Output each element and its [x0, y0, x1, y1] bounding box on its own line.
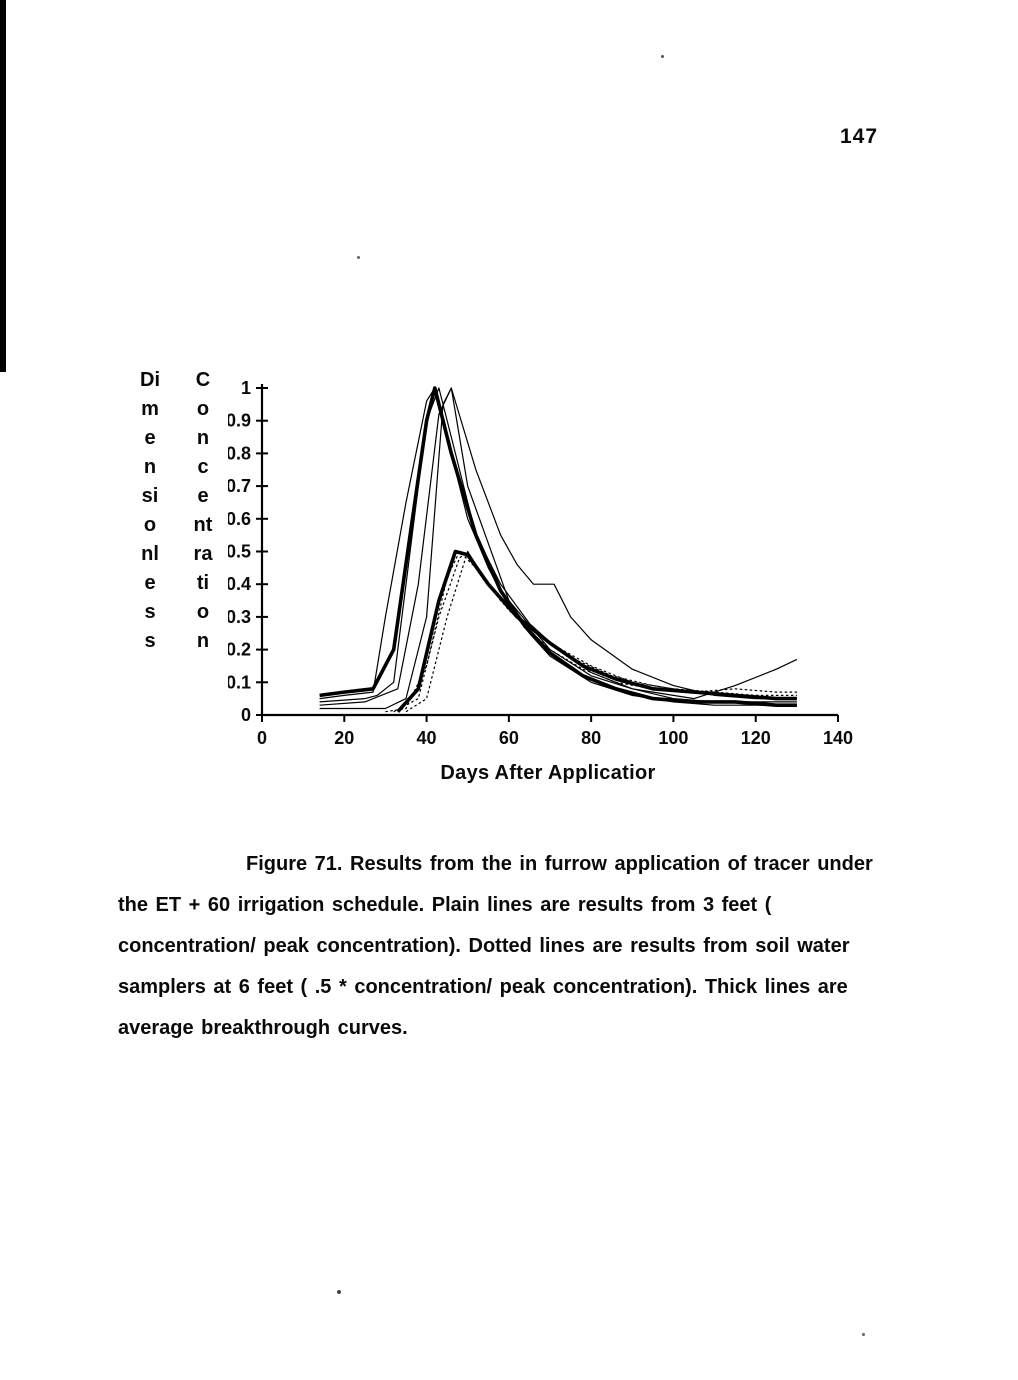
series-6ft-dotted-3: [405, 550, 797, 713]
figure-caption: Figure 71. Results from the in furrow ap…: [118, 853, 873, 1039]
x-tick-label: 20: [334, 728, 354, 748]
scan-speck: [357, 256, 360, 259]
series-3ft-plain-3: [319, 387, 797, 706]
series-6ft-dotted-2: [393, 550, 797, 713]
y-tick-label: 0: [241, 705, 251, 725]
y-tick-label: 0.6: [228, 509, 251, 529]
x-tick-label: 60: [499, 728, 519, 748]
y-tick-label: 0.9: [228, 411, 251, 431]
y-tick-label: 0.8: [228, 443, 251, 463]
y-axis-label-concentration: Concentration: [193, 369, 213, 652]
y-tick-label: 0.7: [228, 476, 251, 496]
y-tick-label: 0.2: [228, 640, 251, 660]
x-tick-label: 80: [581, 728, 601, 748]
chart-canvas: 1 0.9 0.8 0.7 0.6 0.5 0.4 0.3 0.2 0.1 00 20 40 60 80 10…: [228, 378, 853, 748]
scan-speck: [862, 1333, 865, 1336]
x-tick-label: 0: [257, 728, 267, 748]
x-tick-label: 40: [417, 728, 437, 748]
series-3ft-average-thick: [319, 386, 797, 708]
y-tick-label: 0.3: [228, 607, 251, 627]
page-number: 147: [840, 125, 879, 148]
y-tick-label: 0.4: [228, 574, 251, 594]
x-tick-label: 100: [658, 728, 688, 748]
y-axis-label-dimensionless: Dimensionless: [140, 369, 160, 652]
y-tick-label: 1: [241, 378, 251, 398]
scan-speck: [661, 55, 664, 58]
y-tick-label: 0.1: [228, 672, 251, 692]
y-tick-label: 0.5: [228, 542, 251, 562]
scan-edge-artifact: [0, 0, 6, 372]
x-tick-label: 120: [741, 728, 771, 748]
scan-speck: [337, 1290, 341, 1294]
tracer-breakthrough-chart: 1 0.9 0.8 0.7 0.6 0.5 0.4 0.3 0.2 0.1 0 0 20 40 60 80 10…: [228, 368, 868, 798]
x-axis-title: Days After Applicatior: [440, 762, 656, 784]
series-6ft-average-thick: [396, 549, 797, 713]
x-tick-label: 140: [823, 728, 853, 748]
